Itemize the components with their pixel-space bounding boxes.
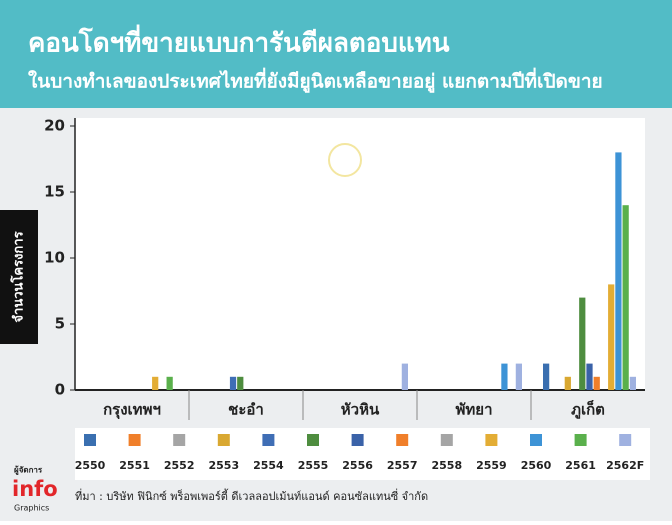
- legend-swatch: [351, 434, 364, 446]
- decor-sun: [328, 143, 362, 177]
- bar: [152, 376, 159, 390]
- legend-swatch: [307, 434, 319, 446]
- bar: [501, 363, 508, 390]
- legend-swatch: [84, 434, 96, 446]
- legend-swatch: [619, 434, 632, 446]
- x-tick-label: หัวหิน: [341, 401, 380, 419]
- y-tick-label: 15: [44, 183, 65, 201]
- chart-title: คอนโดฯที่ขายแบบการันตีผลตอบแทน: [28, 24, 450, 59]
- bar: [579, 297, 586, 390]
- x-tick-label: ภูเก็ต: [571, 400, 605, 420]
- bar: [515, 363, 522, 390]
- bar: [229, 376, 237, 390]
- legend-swatch: [485, 434, 498, 446]
- legend-label: 2555: [298, 459, 329, 472]
- bar: [608, 284, 615, 390]
- bar: [593, 376, 600, 390]
- y-tick-label: 0: [55, 381, 65, 399]
- x-tick-label: กรุงเทพฯ: [103, 401, 161, 420]
- header: [0, 0, 672, 108]
- legend-label: 2562F: [606, 459, 644, 472]
- source: ที่มา : บริษัท ฟินิกซ์ พร็อพเพอร์ตี้ ดีเ…: [75, 488, 428, 503]
- legend-swatch: [262, 434, 275, 446]
- legend-label: 2551: [119, 459, 150, 472]
- legend-swatch: [173, 434, 186, 446]
- bar: [564, 376, 571, 390]
- legend-swatch: [574, 434, 587, 446]
- y-tick-label: 5: [55, 315, 65, 333]
- y-tick-label: 20: [44, 117, 65, 135]
- legend-swatch: [396, 434, 409, 446]
- bar: [629, 376, 636, 390]
- legend-label: 2557: [387, 459, 418, 472]
- bar: [166, 376, 173, 390]
- legend-swatch: [128, 434, 141, 446]
- legend-swatch: [440, 434, 453, 446]
- logo-brand: ผู้จัดการ: [14, 465, 43, 476]
- legend-swatch: [217, 434, 230, 446]
- legend-label: 2556: [342, 459, 373, 472]
- y-tick-label: 10: [44, 249, 65, 267]
- legend-label: 2559: [476, 459, 507, 472]
- logo-sub: Graphics: [14, 504, 49, 513]
- x-tick-label: พัทยา: [456, 401, 493, 419]
- chart-subtitle: ในบางทำเลของประเทศไทยที่ยังมียูนิตเหลือข…: [28, 68, 603, 94]
- legend-label: 2561: [565, 459, 596, 472]
- y-label-box: [0, 210, 38, 344]
- bar: [237, 376, 244, 390]
- legend-label: 2560: [521, 459, 552, 472]
- legend-label: 2553: [208, 459, 239, 472]
- bar: [543, 363, 550, 390]
- bar: [586, 363, 593, 390]
- bar: [622, 205, 629, 390]
- legend-label: 2552: [164, 459, 195, 472]
- legend-swatch: [530, 434, 542, 446]
- bar: [615, 152, 622, 390]
- legend-label: 2550: [75, 459, 106, 472]
- legend-label: 2558: [431, 459, 462, 472]
- bar: [401, 363, 408, 390]
- y-axis-label: จำนวนโครงการ: [10, 231, 27, 322]
- logo-name: info: [12, 477, 58, 501]
- x-tick-label: ชะอำ: [228, 401, 264, 419]
- legend-label: 2554: [253, 459, 284, 472]
